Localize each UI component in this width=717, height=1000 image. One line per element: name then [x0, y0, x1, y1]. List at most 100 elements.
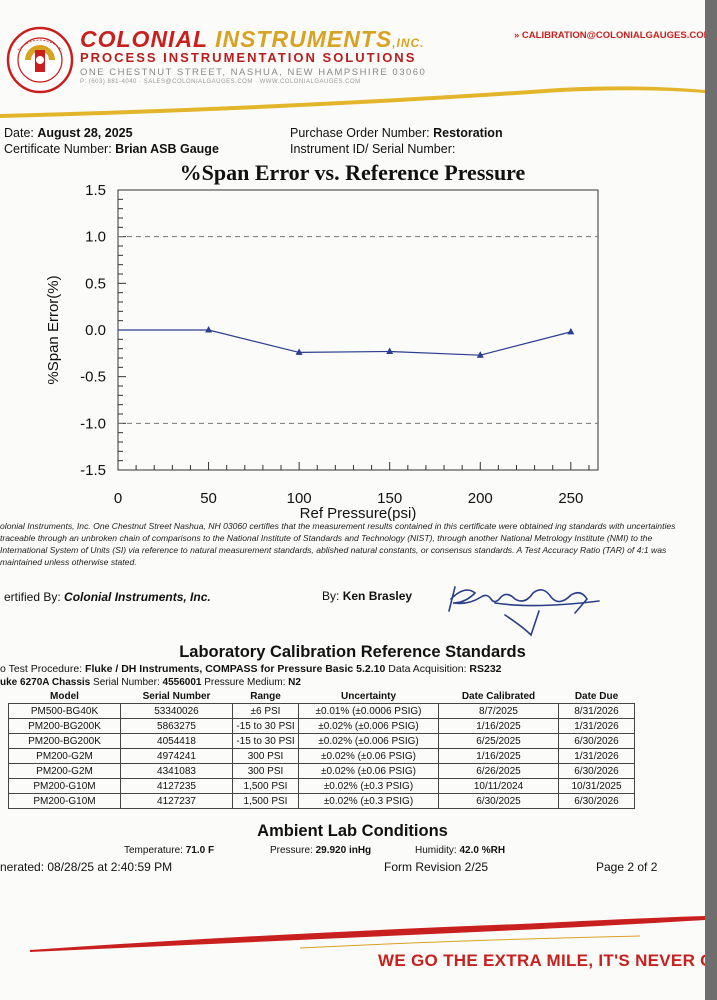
cell-date-calibrated: 6/26/2025: [438, 763, 559, 779]
table-row: PM500-BG40K 53340026 ±6 PSI ±0.01% (±0.0006…: [8, 703, 635, 719]
x-tick-labels: 0 50 100 150 200 250: [114, 490, 584, 507]
purchase-order-field: Purchase Order Number: Restoration: [290, 126, 503, 140]
cell-model: PM500-BG40K: [8, 703, 121, 719]
cell-serial: 5863275: [120, 718, 233, 734]
cell-date-calibrated: 6/25/2025: [438, 733, 559, 749]
cell-model: PM200-G2M: [8, 748, 121, 764]
cell-uncertainty: ±0.02% (±0.3 PSIG): [298, 793, 439, 809]
chassis-info: uke 6270A Chassis Serial Number: 4556001…: [0, 677, 301, 688]
column-header-uncertainty: Uncertainty: [340, 691, 396, 702]
table-row: PM200-G10M 4127237 1,500 PSI ±0.02% (±0.3 P…: [8, 793, 635, 809]
data-point-marker: [205, 326, 213, 333]
table-row: PM200-BG200K 5863275 -15 to 30 PSI ±0.02% (…: [8, 718, 635, 734]
company-slogan: WE GO THE EXTRA MILE, IT'S NEVER CROWDED…: [378, 951, 705, 970]
cell-date-calibrated: 1/16/2025: [438, 748, 559, 764]
signed-by: By: Ken Brasley: [322, 589, 413, 603]
cell-serial: 4974241: [120, 748, 233, 764]
x-axis-label: Ref Pressure(psi): [300, 505, 417, 522]
y-tick-label: -1.0: [80, 415, 106, 432]
cell-model: PM200-G2M: [8, 763, 121, 779]
cell-range: 1,500 PSI: [232, 793, 299, 809]
y-axis-label: %Span Error(%): [45, 275, 62, 384]
cell-model: PM200-G10M: [8, 778, 121, 794]
data-point-marker: [476, 351, 484, 358]
y-tick-label: 0.5: [85, 275, 106, 292]
cell-range: -15 to 30 PSI: [232, 733, 299, 749]
ambient-humidity: Humidity: 42.0 %RH: [415, 845, 506, 856]
cell-date-due: 6/30/2026: [558, 763, 635, 779]
ambient-pressure: Pressure: 29.920 inHg: [270, 845, 372, 856]
data-point-marker: [295, 348, 303, 355]
chart-title: %Span Error vs. Reference Pressure: [179, 160, 526, 185]
table-header-row: Model Serial Number Range Uncertainty Da…: [9, 690, 635, 704]
cell-uncertainty: ±0.02% (±0.06 PSIG): [298, 748, 439, 764]
cell-uncertainty: ±0.02% (±0.006 PSIG): [298, 718, 439, 734]
cell-range: 300 PSI: [232, 748, 299, 764]
x-tick-label: 100: [287, 490, 312, 507]
lab-standards-title: Laboratory Calibration Reference Standar…: [179, 643, 526, 661]
x-tick-label: 0: [114, 490, 122, 507]
x-tick-label: 150: [377, 490, 402, 507]
ambient-temperature: Temperature: 71.0 F: [124, 845, 215, 856]
signature: [448, 586, 600, 637]
x-tick-label: 250: [558, 490, 583, 507]
ambient-conditions-title: Ambient Lab Conditions: [257, 822, 448, 840]
column-header-date-due: Date Due: [574, 691, 619, 702]
series-line: [118, 329, 571, 356]
table-row: PM200-G2M 4974241 300 PSI ±0.02% (±0.06 PSI…: [8, 748, 635, 764]
span-error-chart: 1.5 1.0 0.5 0.0 -0.5 -1.0 -1.5 0 50 100 150 200 250…: [45, 182, 599, 522]
cell-model: PM200-BG200K: [8, 733, 121, 749]
cell-uncertainty: ±0.02% (±0.006 PSIG): [298, 733, 439, 749]
cell-date-due: 6/30/2026: [558, 793, 635, 809]
cell-model: PM200-G10M: [8, 793, 121, 809]
cell-range: ±6 PSI: [232, 703, 299, 719]
page-number: Page 2 of 2: [596, 860, 658, 874]
certified-by: ertified By: Colonial Instruments, Inc.: [4, 590, 211, 604]
footer-swoosh: [30, 916, 705, 952]
column-header-serial: Serial Number: [142, 691, 211, 702]
cell-date-calibrated: 10/11/2024: [438, 778, 559, 794]
x-tick-label: 50: [200, 490, 217, 507]
instrument-id-field: Instrument ID/ Serial Number:: [290, 142, 456, 156]
table-row: PM200-BG200K 4054418 -15 to 30 PSI ±0.02% (…: [8, 733, 635, 749]
cell-serial: 4341083: [120, 763, 233, 779]
table-row: PM200-G2M 4341083 300 PSI ±0.02% (±0.06 PSI…: [8, 763, 635, 779]
cell-range: 300 PSI: [232, 763, 299, 779]
series-marker-group: [205, 326, 575, 358]
y-tick-label: 1.5: [85, 182, 106, 199]
cell-model: PM200-BG200K: [8, 718, 121, 734]
cell-date-calibrated: 6/30/2025: [438, 793, 559, 809]
x-tick-label: 200: [468, 490, 493, 507]
company-tagline: PROCESS INSTRUMENTATION SOLUTIONS: [80, 50, 417, 65]
reference-standards-table: Model Serial Number Range Uncertainty Da…: [8, 690, 635, 809]
cell-date-due: 6/30/2026: [558, 733, 635, 749]
column-header-model: Model: [50, 691, 79, 702]
header-swoosh: [0, 86, 705, 118]
column-header-date-calibrated: Date Calibrated: [461, 691, 536, 702]
company-name: COLONIAL INSTRUMENTS,INC.: [80, 26, 425, 52]
certificate-number-field: Certificate Number: Brian ASB Gauge: [4, 142, 219, 156]
column-header-range: Range: [250, 691, 281, 702]
company-address: ONE CHESTNUT STREET, NASHUA, NEW HAMPSHI…: [80, 67, 427, 78]
series-line-group: [118, 329, 571, 356]
cell-date-calibrated: 8/7/2025: [438, 703, 559, 719]
reference-lines: [118, 236, 598, 424]
cell-uncertainty: ±0.02% (±0.06 PSIG): [298, 763, 439, 779]
date-field: Date: August 28, 2025: [4, 126, 133, 140]
generated-timestamp: nerated: 08/28/25 at 2:40:59 PM: [0, 860, 173, 874]
y-tick-label: -0.5: [80, 369, 106, 386]
cell-serial: 4054418: [120, 733, 233, 749]
form-revision: Form Revision 2/25: [384, 860, 489, 874]
table-row: PM200-G10M 4127235 1,500 PSI ±0.02% (±0.3 P…: [8, 778, 635, 794]
company-seal-logo: [6, 26, 74, 94]
cell-date-due: 8/31/2026: [558, 703, 635, 719]
cell-serial: 4127237: [120, 793, 233, 809]
cell-uncertainty: ±0.02% (±0.3 PSIG): [298, 778, 439, 794]
cell-date-due: 1/31/2026: [558, 718, 635, 734]
test-procedure: o Test Procedure: Fluke / DH Instruments…: [0, 663, 502, 675]
y-tick-label: 1.0: [85, 229, 106, 246]
data-point-marker: [386, 347, 394, 354]
cell-serial: 4127235: [120, 778, 233, 794]
company-contact: P: (603) 881-4040 · SALES@COLONIALGAUGES…: [80, 79, 361, 85]
